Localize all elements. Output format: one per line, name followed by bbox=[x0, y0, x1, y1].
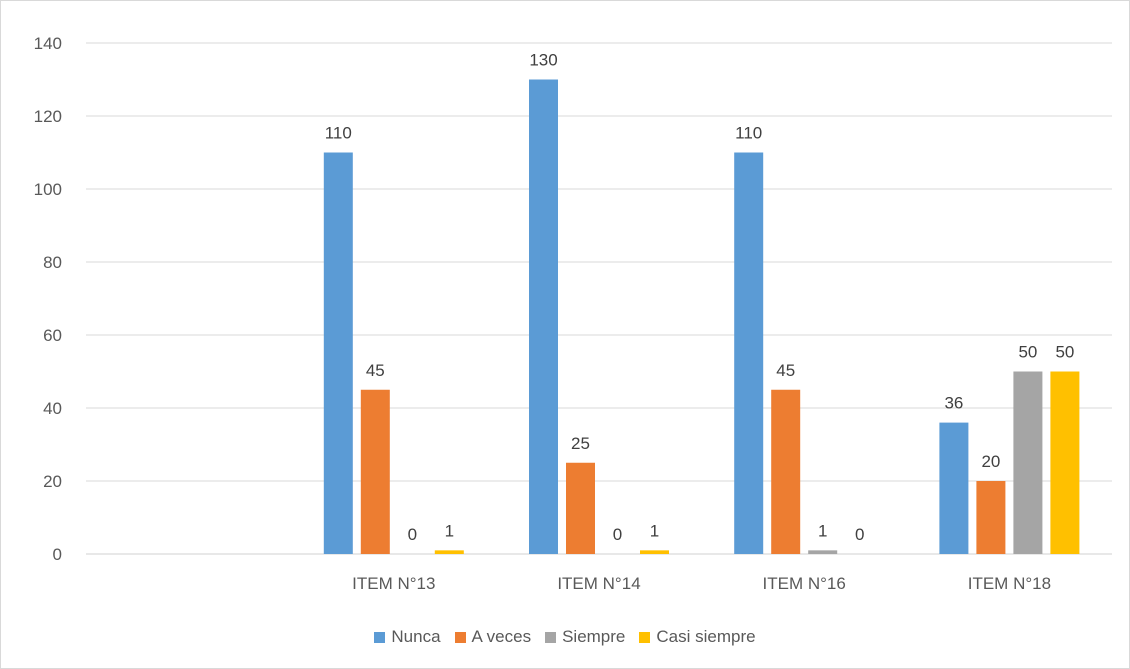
y-tick-label: 20 bbox=[43, 472, 62, 491]
data-label: 130 bbox=[529, 51, 557, 70]
legend-swatch bbox=[374, 631, 386, 643]
x-category-label: ITEM N°13 bbox=[352, 574, 435, 593]
y-tick-label: 120 bbox=[34, 107, 62, 126]
data-label: 45 bbox=[776, 361, 795, 380]
y-tick-label: 0 bbox=[53, 545, 62, 564]
bar-siempre-4 bbox=[1013, 371, 1043, 554]
bar-nunca-2 bbox=[529, 79, 558, 554]
bar-nunca-4 bbox=[939, 422, 969, 554]
data-label: 110 bbox=[325, 124, 352, 143]
legend-item-casi-siempre: Casi siempre bbox=[639, 627, 756, 647]
legend-label: A veces bbox=[471, 627, 532, 646]
y-tick-label: 80 bbox=[43, 253, 62, 272]
data-label: 1 bbox=[650, 521, 659, 540]
data-labels: 110 45 0 1 130 25 0 1 110 45 1 0 36 20 50 50 bbox=[325, 51, 1075, 545]
data-label: 110 bbox=[735, 124, 762, 143]
bar-a-veces-1 bbox=[360, 389, 390, 554]
x-category-label: ITEM N°14 bbox=[557, 574, 640, 593]
y-tick-label: 60 bbox=[43, 326, 62, 345]
legend-item-nunca: Nunca bbox=[374, 627, 441, 647]
legend-swatch bbox=[639, 631, 651, 643]
x-category-label: ITEM N°16 bbox=[763, 574, 846, 593]
legend-label: Casi siempre bbox=[656, 627, 756, 646]
legend: Nunca A veces Siempre Casi siempre bbox=[0, 622, 1130, 652]
bar-nunca-1 bbox=[323, 152, 353, 554]
bars bbox=[323, 79, 1080, 554]
data-label: 0 bbox=[855, 525, 864, 544]
y-tick-label: 100 bbox=[34, 180, 62, 199]
data-label: 50 bbox=[1055, 343, 1074, 362]
x-category-label: ITEM N°18 bbox=[968, 574, 1051, 593]
y-tick-label: 40 bbox=[43, 399, 62, 418]
bar-casi-siempre-4 bbox=[1050, 371, 1080, 554]
bar-casi-siempre-1 bbox=[434, 550, 464, 554]
bar-nunca-3 bbox=[734, 152, 764, 554]
bar-a-veces-2 bbox=[566, 462, 595, 554]
bar-a-veces-4 bbox=[976, 481, 1006, 554]
x-axis-categories: ITEM N°13 ITEM N°14 ITEM N°16 ITEM N°18 bbox=[352, 574, 1051, 593]
legend-swatch bbox=[454, 631, 466, 643]
data-label: 1 bbox=[818, 521, 827, 540]
data-label: 36 bbox=[944, 394, 963, 413]
data-label: 0 bbox=[613, 525, 622, 544]
bar-siempre-3 bbox=[808, 550, 838, 554]
legend-label: Siempre bbox=[562, 627, 626, 646]
legend-label: Nunca bbox=[391, 627, 441, 646]
y-axis-ticks: 0 20 40 60 80 100 120 140 bbox=[34, 34, 62, 564]
data-label: 25 bbox=[571, 434, 590, 453]
legend-swatch bbox=[545, 631, 557, 643]
data-label: 45 bbox=[366, 361, 385, 380]
data-label: 50 bbox=[1018, 343, 1037, 362]
legend-item-siempre: Siempre bbox=[545, 627, 625, 647]
data-label: 0 bbox=[408, 525, 417, 544]
legend-item-a-veces: A veces bbox=[454, 627, 532, 647]
y-tick-label: 140 bbox=[34, 34, 62, 53]
bar-casi-siempre-2 bbox=[640, 550, 669, 554]
data-label: 20 bbox=[981, 452, 1000, 471]
bar-a-veces-3 bbox=[771, 389, 801, 554]
data-label: 1 bbox=[445, 521, 454, 540]
